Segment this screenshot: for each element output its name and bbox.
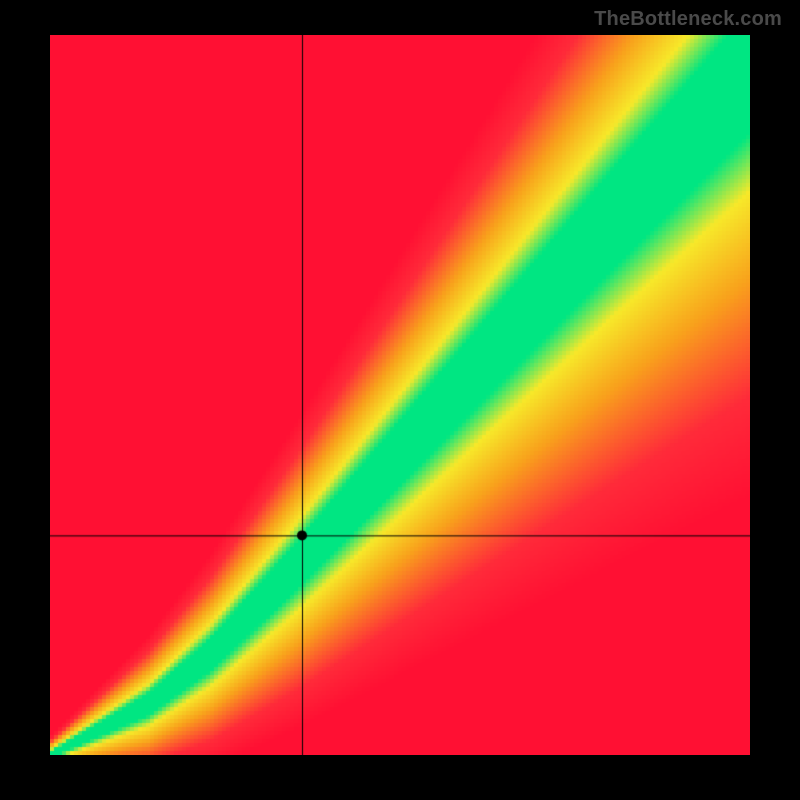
bottleneck-heatmap	[50, 35, 750, 755]
chart-container: TheBottleneck.com	[0, 0, 800, 800]
watermark-text: TheBottleneck.com	[594, 8, 782, 31]
